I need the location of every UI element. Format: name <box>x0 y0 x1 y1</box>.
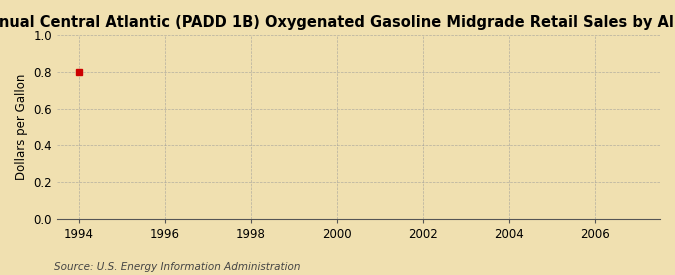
Title: Annual Central Atlantic (PADD 1B) Oxygenated Gasoline Midgrade Retail Sales by A: Annual Central Atlantic (PADD 1B) Oxygen… <box>0 15 675 30</box>
Text: Source: U.S. Energy Information Administration: Source: U.S. Energy Information Administ… <box>54 262 300 272</box>
Y-axis label: Dollars per Gallon: Dollars per Gallon <box>15 74 28 180</box>
